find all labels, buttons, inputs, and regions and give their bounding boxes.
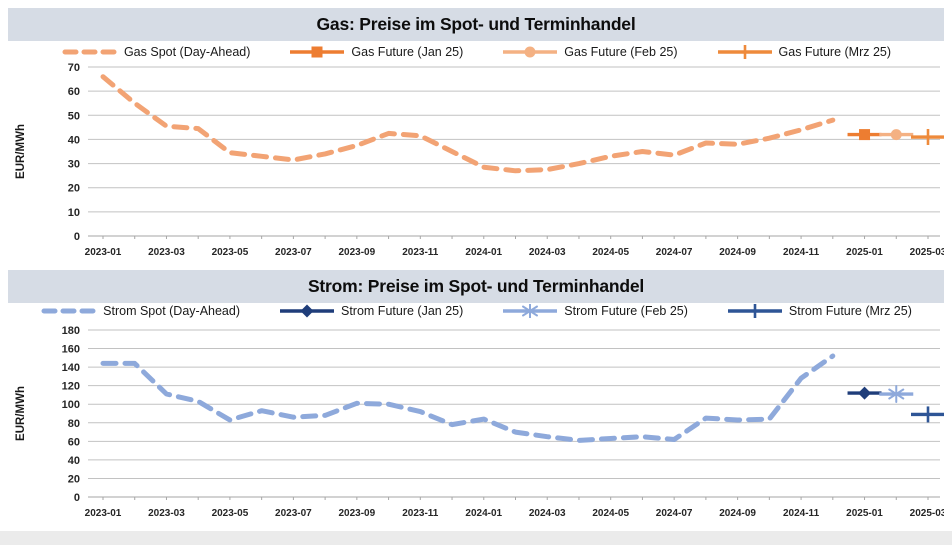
gas-chart-legend: Gas Spot (Day-Ahead) Gas Future (Jan 25) G… (8, 43, 944, 61)
gas-chart-title: Gas: Preise im Spot- und Terminhandel (8, 8, 944, 41)
legend-label: Strom Spot (Day-Ahead) (103, 304, 240, 318)
y-axis-label: EUR/MWh (15, 124, 27, 179)
y-tick-label: 80 (68, 418, 80, 430)
x-tick-label: 2023-03 (148, 508, 185, 519)
x-tick-label: 2023-03 (148, 247, 185, 258)
legend-item: Strom Future (Feb 25) (501, 304, 688, 318)
y-tick-label: 50 (68, 110, 80, 122)
y-tick-label: 20 (68, 183, 80, 195)
x-tick-label: 2023-11 (402, 247, 439, 258)
x-tick-label: 2023-09 (338, 508, 375, 519)
x-tick-label: 2023-07 (275, 247, 312, 258)
line-square-legend-swatch (290, 46, 345, 58)
x-tick-label: 2025-01 (846, 247, 883, 258)
x-tick-label: 2024-07 (656, 247, 693, 258)
x-tick-label: 2023-07 (275, 508, 312, 519)
legend-label: Gas Future (Mrz 25) (778, 45, 892, 59)
y-tick-label: 30 (68, 159, 80, 171)
x-tick-label: 2023-01 (85, 247, 122, 258)
x-tick-label: 2023-09 (338, 247, 375, 258)
x-tick-label: 2023-11 (402, 508, 439, 519)
spot-series-line (100, 74, 836, 174)
legend-item: Gas Future (Feb 25) (501, 45, 678, 59)
line-circle-legend-swatch (503, 46, 558, 58)
legend-item: Strom Future (Jan 25) (278, 304, 463, 318)
diamond-marker (858, 386, 872, 400)
y-tick-label: 20 (68, 473, 80, 485)
strom-chart-svg: 0 20 40 60 80 100 120 140 160 180 2023-01 2023-03 20… (15, 325, 947, 519)
square-marker (311, 46, 323, 58)
strom-chart-legend: Strom Spot (Day-Ahead) Strom Future (Jan … (8, 302, 944, 320)
x-tick-label: 2024-05 (592, 247, 629, 258)
x-tick-label: 2024-01 (465, 247, 502, 258)
asterisk-marker (522, 304, 539, 318)
circle-marker (890, 129, 902, 141)
y-tick-label: 60 (68, 86, 80, 98)
x-tick-label: 2024-09 (719, 247, 756, 258)
legend-label: Strom Future (Mrz 25) (788, 304, 912, 318)
y-tick-label: 40 (68, 134, 80, 146)
x-tick-label: 2024-09 (719, 508, 756, 519)
asterisk-marker (888, 385, 905, 404)
legend-item: Gas Future (Jan 25) (288, 45, 463, 59)
x-tick-label: 2024-05 (592, 508, 629, 519)
x-tick-label: 2024-03 (529, 508, 566, 519)
dashed-line-legend-swatch (62, 49, 118, 55)
x-tick-label: 2023-05 (212, 247, 249, 258)
legend-label: Gas Future (Feb 25) (564, 45, 678, 59)
x-tick-label: 2024-11 (783, 247, 820, 258)
y-tick-label: 60 (68, 436, 80, 448)
y-axis-label: EUR/MWh (15, 386, 27, 441)
y-tick-label: 180 (62, 325, 80, 337)
legend-item: Gas Spot (Day-Ahead) (61, 45, 250, 59)
line-plus-legend-swatch (717, 45, 772, 59)
gas-chart-svg: 0 10 20 30 40 50 60 70 2023-01 2023-03 2023-05 2023… (15, 62, 947, 258)
line-diamond-legend-swatch (280, 304, 334, 318)
legend-label: Gas Future (Jan 25) (351, 45, 464, 59)
legend-item: Strom Spot (Day-Ahead) (40, 304, 240, 318)
legend-item: Gas Future (Mrz 25) (716, 45, 892, 59)
y-tick-label: 70 (68, 62, 80, 74)
y-tick-label: 0 (74, 492, 80, 504)
y-tick-label: 40 (68, 455, 80, 467)
x-tick-label: 2023-05 (212, 508, 249, 519)
y-tick-label: 100 (62, 399, 80, 411)
gas-chart: 0 10 20 30 40 50 60 70 2023-01 2023-03 2023-05 2023… (8, 60, 947, 268)
x-tick-label: 2024-11 (783, 508, 820, 519)
line-plus-legend-swatch (727, 304, 782, 318)
gas-chart-title-text: Gas: Preise im Spot- und Terminhandel (316, 14, 636, 34)
y-tick-label: 140 (62, 362, 80, 374)
legend-label: Strom Future (Jan 25) (341, 304, 464, 318)
spot-series-line (100, 353, 836, 443)
legend-label: Gas Spot (Day-Ahead) (123, 45, 251, 59)
legend-label: Strom Future (Feb 25) (564, 304, 688, 318)
y-tick-label: 160 (62, 344, 80, 356)
dashed-line-legend-swatch (41, 308, 97, 314)
x-tick-label: 2024-03 (529, 247, 566, 258)
square-marker (859, 129, 871, 141)
line-asterisk-legend-swatch (503, 304, 558, 318)
x-tick-label: 2025-03 (910, 508, 944, 519)
x-tick-label: 2023-01 (85, 508, 122, 519)
y-tick-label: 10 (68, 207, 80, 219)
strom-chart: 0 20 40 60 80 100 120 140 160 180 2023-01 2023-03 20… (8, 318, 947, 526)
strom-chart-title-text: Strom: Preise im Spot- und Terminhandel (307, 276, 645, 296)
x-tick-label: 2024-01 (465, 508, 502, 519)
x-tick-label: 2024-07 (656, 508, 693, 519)
circle-marker (524, 46, 536, 58)
strom-chart-title: Strom: Preise im Spot- und Terminhandel (8, 270, 944, 303)
y-tick-label: 0 (74, 231, 80, 243)
x-tick-label: 2025-01 (846, 508, 883, 519)
bottom-bar (0, 531, 952, 545)
y-tick-label: 120 (62, 381, 80, 393)
legend-item: Strom Future (Mrz 25) (726, 304, 912, 318)
diamond-marker (300, 304, 314, 318)
x-tick-label: 2025-03 (910, 247, 944, 258)
